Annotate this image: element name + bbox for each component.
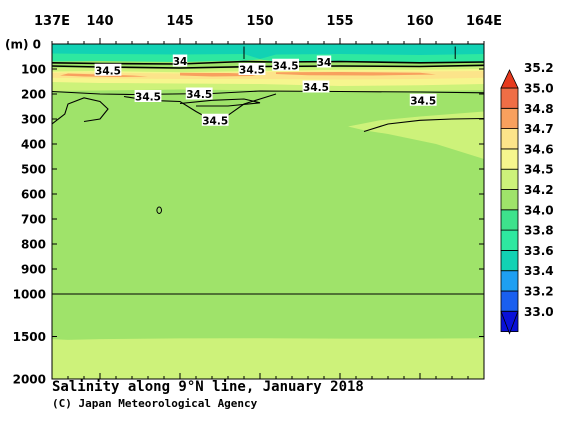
x-tick-label: 145 (166, 14, 193, 29)
contour-label: 34 (317, 57, 332, 69)
y-tick-label: 600 (21, 188, 46, 202)
colorbar-label: 34.8 (524, 102, 554, 116)
x-tick-label: 150 (246, 14, 273, 29)
colorbar-bottom-arrow (500, 310, 519, 335)
colorbar-label: 35.2 (524, 61, 554, 75)
y-tick-label: 700 (21, 213, 46, 227)
contour-label-bg (201, 113, 229, 126)
colorbar-label: 34.6 (524, 142, 554, 156)
x-tick-label: 140 (86, 14, 113, 29)
colorbar-label: 33.0 (524, 305, 554, 319)
y-axis: 100 200 300 400 500 600 700 800 900 1000 1500 2000 (… (5, 38, 484, 387)
core-east-34-8 (276, 72, 436, 76)
colorbar-segment (500, 128, 519, 150)
contour-label: 34.5 (202, 115, 228, 127)
contour-label-bg (238, 63, 266, 75)
contour-label: 34.5 (95, 65, 121, 77)
colorbar-segment (500, 270, 519, 292)
colorbar-label: 34.5 (524, 163, 554, 177)
colorbar-label: 33.2 (524, 285, 554, 299)
contour-line (52, 97, 109, 125)
y-tick-label: 400 (21, 138, 46, 152)
colorbar-segment (500, 107, 519, 130)
colorbar-label: 34.2 (524, 183, 554, 197)
colorbar-label: 33.4 (524, 264, 554, 278)
colorbar-segment (500, 249, 519, 272)
contour-label-bg (316, 55, 332, 68)
colorbar-segment (500, 189, 519, 211)
x-tick-label: 137E (34, 14, 70, 29)
colorbar-label: 33.6 (524, 244, 554, 258)
contour-line (52, 90, 484, 96)
y-tick-label: 1000 (13, 288, 46, 302)
credit-text: (C) Japan Meteorological Agency (52, 397, 258, 410)
colorbar-segment (500, 148, 519, 170)
colorbar-segment (500, 168, 519, 190)
colorbar-top-arrow (500, 69, 519, 89)
y-tick-label: 300 (21, 113, 46, 127)
y-tick-label: 900 (21, 263, 46, 277)
contour-label: 34.5 (410, 95, 436, 107)
y-tick-label: 500 (21, 163, 46, 177)
contour-fill-group: 34 34.5 34.5 34.5 34.5 34.5 34.5 34.5 34 34.5 (52, 44, 484, 379)
colorbar-label: 34.0 (524, 203, 554, 217)
colorbar-label: 33.8 (524, 224, 554, 238)
contour-island (156, 206, 162, 214)
y-tick-label: 1500 (13, 330, 46, 344)
contour-label: 34.5 (303, 82, 329, 94)
contour-label: 34.5 (239, 65, 265, 77)
y-tick-label: 800 (21, 238, 46, 252)
colorbar-segment (500, 290, 519, 312)
chart-title: Salinity along 9°N line, January 2018 (52, 379, 364, 395)
y-tick-label: 100 (21, 63, 46, 77)
contour-label: 34 (173, 56, 188, 68)
colorbar-label: 34.7 (524, 122, 554, 136)
contour-label-bg (185, 87, 213, 100)
contour-label-bg (172, 54, 188, 67)
y-tick-label: 2000 (13, 373, 46, 387)
contour-line (363, 117, 484, 133)
contour-label: 34.5 (273, 60, 299, 72)
x-axis: 137E 140 145 150 155 160 164E (34, 14, 502, 379)
plot-area: 34 34.5 34.5 34.5 34.5 34.5 34.5 34.5 34 34.5 (51, 43, 485, 380)
colorbar-segment (500, 229, 519, 251)
colorbar-segment (500, 87, 519, 109)
colorbar-segment (500, 209, 519, 231)
surface-freshest-layer (52, 44, 484, 59)
y-axis-label: (m) 0 (5, 38, 41, 52)
contour-line (179, 98, 261, 107)
east-layer-34-5 (348, 111, 484, 159)
contour-label-bg (302, 80, 330, 93)
contour-label: 34.5 (186, 89, 212, 101)
y-tick-label: 200 (21, 88, 46, 102)
colorbar-label: 35.0 (524, 82, 554, 96)
contour-label: 34.5 (135, 92, 161, 104)
plot-frame (51, 43, 485, 380)
contour-label-bg (134, 90, 162, 102)
contour-label-bg (409, 93, 437, 106)
colorbar: 33.0 33.2 33.4 33.6 33.8 34.0 34.2 34.5 34.6 34.7… (500, 61, 554, 335)
x-tick-label: 164E (466, 14, 502, 29)
x-tick-label: 155 (326, 14, 353, 29)
contour-label-bg (94, 63, 122, 76)
contour-label-bg (272, 58, 299, 71)
deep-layer-34-5 (52, 338, 484, 379)
contour-line (52, 60, 484, 65)
x-tick-label: 160 (406, 14, 433, 29)
